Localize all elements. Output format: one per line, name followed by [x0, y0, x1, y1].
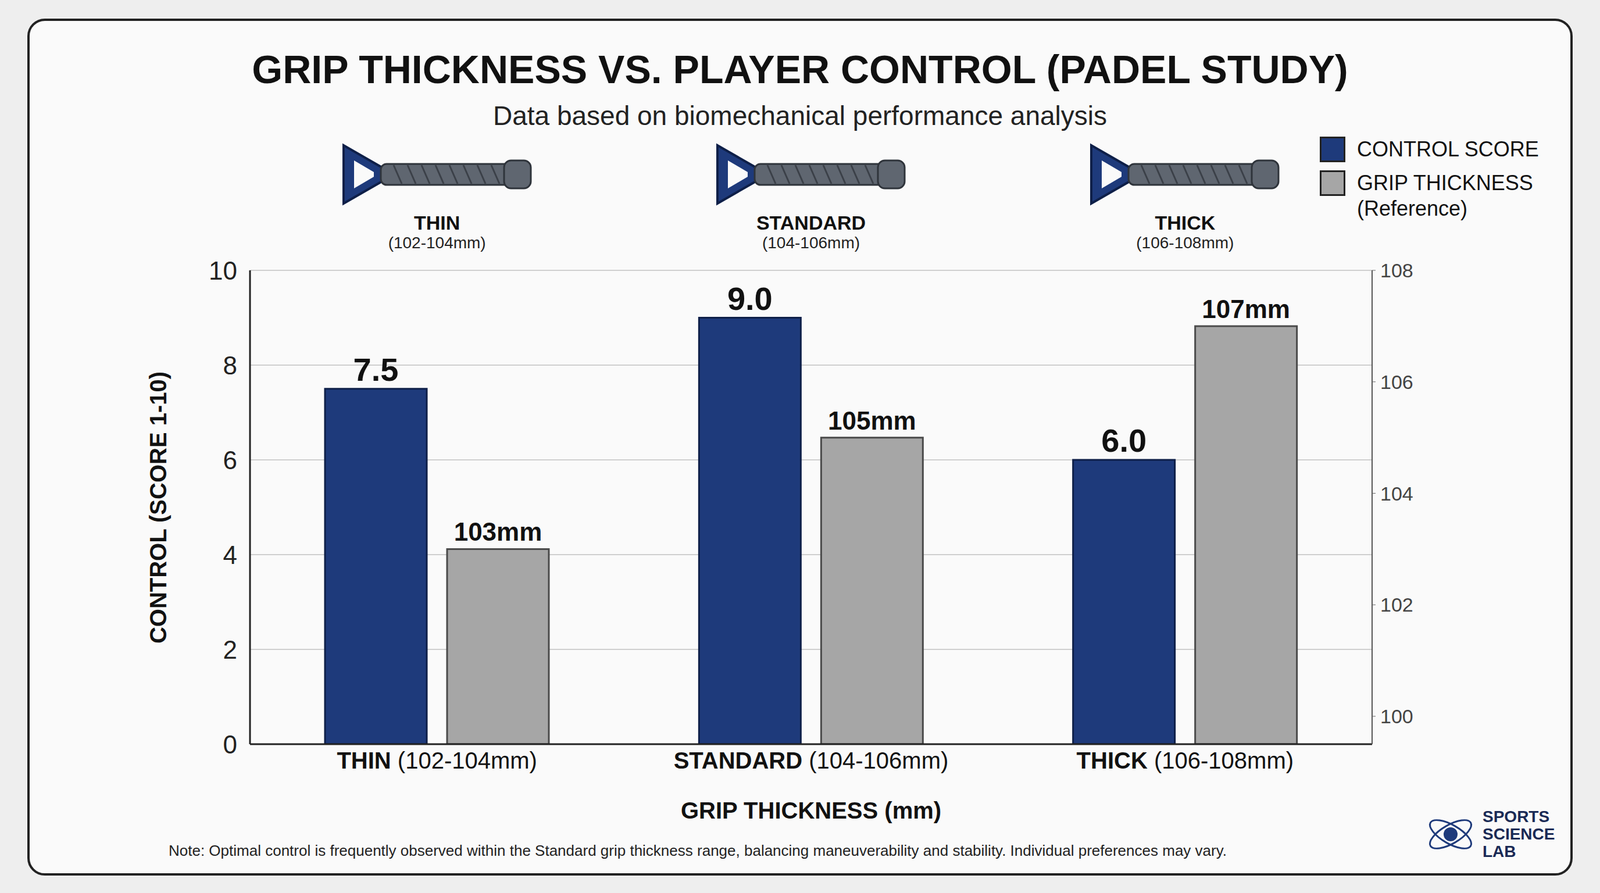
- svg-text:2: 2: [223, 635, 238, 664]
- svg-text:105mm: 105mm: [827, 406, 917, 435]
- svg-text:7.5: 7.5: [353, 351, 399, 388]
- html-text:Data based on biomechanical pe: Data based on biomechanical performance …: [493, 100, 1107, 131]
- svg-text:104: 104: [1380, 482, 1414, 505]
- svg-text:10: 10: [208, 256, 238, 285]
- svg-text:108: 108: [1380, 259, 1414, 282]
- html-text:(106-108mm): (106-108mm): [1136, 233, 1234, 252]
- svg-text:6: 6: [223, 445, 238, 475]
- svg-text:103mm: 103mm: [454, 517, 543, 546]
- svg-text:THIN (102-104mm): THIN (102-104mm): [336, 747, 538, 774]
- html-text:SPORTS: SPORTS: [1482, 807, 1550, 826]
- html-text:(102-104mm): (102-104mm): [388, 233, 486, 252]
- html-text:THICK: THICK: [1154, 211, 1216, 234]
- html-text:CONTROL (SCORE 1-10): CONTROL (SCORE 1-10): [145, 371, 171, 644]
- html-text:STANDARD: STANDARD: [756, 211, 866, 234]
- html-text:THIN: THIN: [413, 211, 461, 234]
- html-text:Note: Optimal control is frequ: Note: Optimal control is frequently obse…: [168, 841, 1227, 860]
- html-text:GRIP THICKNESS (Reference): GRIP THICKNESS (Reference): [1356, 170, 1534, 221]
- svg-text:4: 4: [223, 540, 238, 570]
- svg-text:6.0: 6.0: [1101, 422, 1147, 459]
- html-text:SCIENCE: SCIENCE: [1482, 825, 1555, 844]
- html-text:(104-106mm): (104-106mm): [762, 233, 860, 252]
- svg-text:106: 106: [1380, 370, 1414, 394]
- svg-text:STANDARD (104-106mm): STANDARD (104-106mm): [673, 747, 949, 774]
- svg-text:0: 0: [223, 730, 238, 759]
- svg-text:107mm: 107mm: [1201, 294, 1291, 324]
- svg-text:9.0: 9.0: [727, 280, 773, 317]
- html-text:LAB: LAB: [1482, 842, 1516, 861]
- html-text:GRIP THICKNESS VS. PLAYER CONT: GRIP THICKNESS VS. PLAYER CONTROL (PADEL…: [251, 47, 1349, 92]
- html-text:GRIP THICKNESS (mm): GRIP THICKNESS (mm): [680, 797, 942, 824]
- svg-text:102: 102: [1380, 593, 1414, 616]
- svg-text:THICK (106-108mm): THICK (106-108mm): [1076, 747, 1294, 774]
- svg-text:8: 8: [223, 351, 238, 380]
- svg-text:100: 100: [1380, 705, 1414, 728]
- html-text:CONTROL SCORE: CONTROL SCORE: [1356, 137, 1539, 162]
